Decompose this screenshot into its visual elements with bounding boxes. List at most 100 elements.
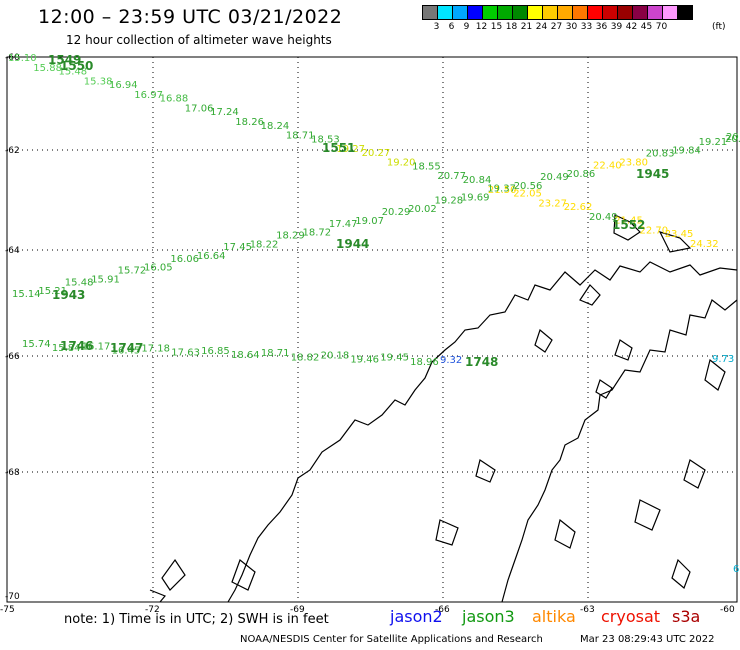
wave-height-label: 17.63 <box>171 348 200 359</box>
lon-label: -63 <box>580 605 595 615</box>
footnote: note: 1) Time is in UTC; 2) SWH is in fe… <box>64 612 329 627</box>
lat-label: -64 <box>5 246 20 256</box>
pass-time-label: 1550 <box>60 59 93 73</box>
map-subtitle: 12 hour collection of altimeter wave hei… <box>66 33 332 47</box>
wave-height-label: 19.45 <box>380 353 409 364</box>
map-frame <box>6 56 738 603</box>
wave-height-label: 18.22 <box>250 239 279 250</box>
pass-time-label: 1945 <box>636 167 669 181</box>
legend-label: 24 <box>535 22 548 32</box>
wave-height-label: 15.91 <box>91 274 120 285</box>
wave-height-label: 9.73 <box>712 354 734 365</box>
wave-height-label: 20.84 <box>463 175 492 186</box>
lat-label: -68 <box>5 468 20 478</box>
wave-height-label: 16.85 <box>201 346 230 357</box>
wave-height-label: 19.46 <box>350 355 379 366</box>
lat-label: -70 <box>5 592 20 602</box>
wave-height-label: 18.53 <box>311 134 340 145</box>
pass-time-label: 1552 <box>612 218 645 232</box>
legend-label: 45 <box>640 22 653 32</box>
wave-height-label: 15.14 <box>12 289 41 300</box>
color-scale-labels: 3 6 9 12 15 18 21 24 27 30 33 36 39 42 45 70 <box>422 22 669 32</box>
wave-height-label: 22.70 <box>640 225 669 236</box>
satellite-cryosat: cryosat <box>601 607 661 626</box>
wave-height-label: 22.05 <box>513 189 542 200</box>
wave-height-label: 15.72 <box>118 266 147 277</box>
legend-label: 30 <box>565 22 578 32</box>
wave-height-label: 18.55 <box>412 161 441 172</box>
pass-time-label: 1748 <box>465 355 498 369</box>
wave-height-label: 20.02 <box>408 204 437 215</box>
wave-height-label: 18.64 <box>231 350 260 361</box>
legend-label: 12 <box>475 22 488 32</box>
wave-height-label: 16.45 <box>112 345 141 356</box>
wave-height-label: 15.48 <box>65 277 94 288</box>
lon-label: -72 <box>145 605 160 615</box>
wave-height-label: 20.86 <box>567 169 596 180</box>
wave-height-label: 23.80 <box>619 157 648 168</box>
lon-label: -75 <box>0 605 15 615</box>
unit-label: (ft) <box>712 22 726 32</box>
wave-height-label: 19.21 <box>699 137 728 148</box>
wave-height-label: 21.50 <box>488 185 517 196</box>
wave-height-label: 16.64 <box>197 251 226 262</box>
credit-line: NOAA/NESDIS Center for Satellite Applica… <box>240 634 543 645</box>
legend-label: 9 <box>463 22 470 32</box>
legend-label: 42 <box>625 22 638 32</box>
wave-height-label: 16.06 <box>170 254 199 265</box>
graticule <box>7 57 737 602</box>
wave-height-label: 6 <box>733 564 739 575</box>
wave-height-label: 17.47 <box>329 219 358 230</box>
wave-height-label: 20 <box>726 132 739 143</box>
wave-height-label: 20.83 <box>646 149 675 160</box>
legend-label: 18 <box>505 22 518 32</box>
lat-label: -62 <box>5 146 20 156</box>
pass-time-label: 1551 <box>322 141 355 155</box>
lon-label: -60 <box>720 605 735 615</box>
wave-height-label: 15.84 <box>52 343 81 354</box>
wave-height-label: 21.45 <box>614 216 643 227</box>
altimeter-tracks: 15.1015.8815.4815.3816.9416.9716.8817.06… <box>8 53 740 575</box>
satellite-jason2: jason2 <box>390 607 443 626</box>
wave-height-label: 16.05 <box>144 263 173 274</box>
wave-height-label: 24.32 <box>690 239 719 250</box>
wave-height-label: 18.26 <box>235 117 264 128</box>
wave-height-label: 19.07 <box>355 216 384 227</box>
wave-height-label: 17.45 <box>223 242 252 253</box>
wave-height-label: 19.69 <box>461 193 490 204</box>
pass-time-label: 1944 <box>336 237 369 251</box>
wave-height-label: 15.10 <box>8 53 37 64</box>
satellite-s3a: s3a <box>672 607 701 626</box>
map-title: 12:00 – 23:59 UTC 03/21/2022 <box>38 6 343 28</box>
latitude-labels: -60 -62 -64 -66 -68 -70 <box>5 53 20 602</box>
lat-label: -60 <box>5 53 20 63</box>
pass-time-label: 1549 <box>48 53 81 67</box>
wave-height-label: 16.88 <box>160 94 189 105</box>
wave-height-label: 22.40 <box>593 160 622 171</box>
wave-height-label: 17.06 <box>185 103 214 114</box>
legend-label: 6 <box>448 22 455 32</box>
wave-height-label: 18.71 <box>286 131 315 142</box>
generated-timestamp: Mar 23 08:29:43 UTC 2022 <box>580 634 715 645</box>
legend-label: 36 <box>595 22 608 32</box>
pass-time-label: 1746 <box>60 339 93 353</box>
wave-height-label: 19.20 <box>387 158 416 169</box>
wave-height-label: 20.27 <box>362 148 391 159</box>
wave-height-label: 22.62 <box>564 202 593 213</box>
wave-height-label: 20.10 <box>725 134 740 145</box>
wave-height-label: 18.96 <box>410 357 439 368</box>
wave-height-label: 18.29 <box>276 231 305 242</box>
wave-height-label: 16.17 <box>82 341 111 352</box>
legend-label: 70 <box>655 22 668 32</box>
wave-height-label: 15.74 <box>22 339 51 350</box>
wave-height-label: 19.27 <box>336 144 365 155</box>
wave-height-label: 23.45 <box>665 229 694 240</box>
wave-height-label: 19.84 <box>672 146 701 157</box>
legend-label: 15 <box>490 22 503 32</box>
wave-height-label: 9.32 <box>440 355 462 366</box>
wave-height-label: 15.88 <box>33 63 62 74</box>
satellite-jason3: jason3 <box>462 607 515 626</box>
longitude-labels: -75 -72 -69 -66 -63 -60 <box>0 605 735 615</box>
wave-height-label: 19.37 <box>487 184 516 195</box>
